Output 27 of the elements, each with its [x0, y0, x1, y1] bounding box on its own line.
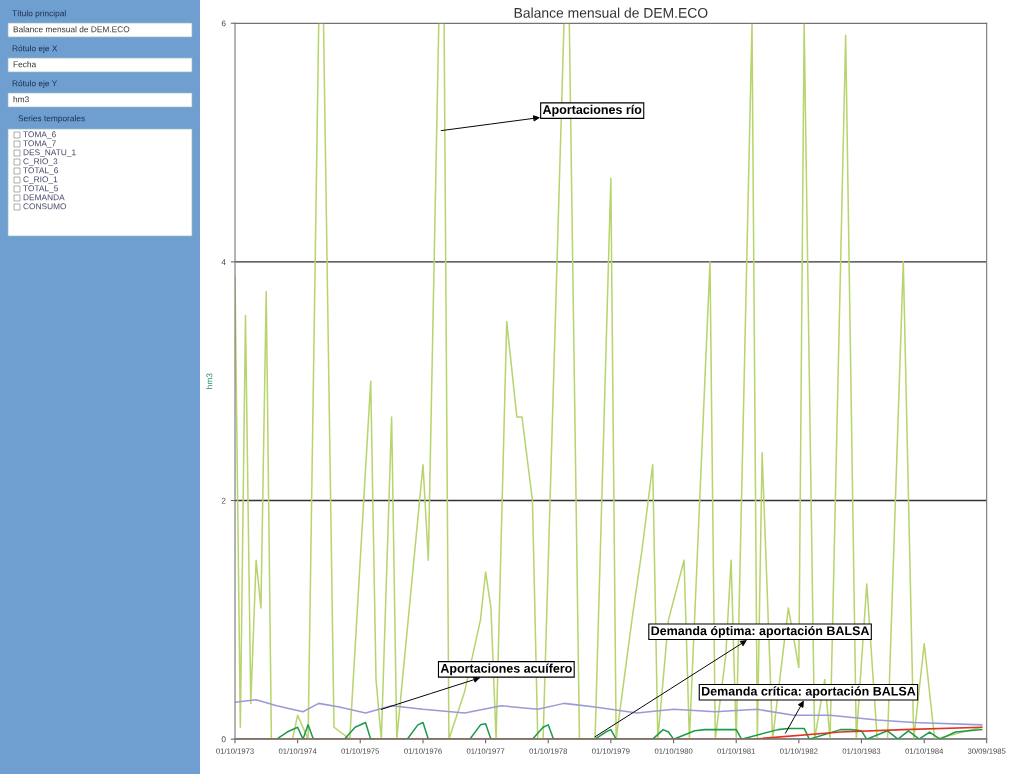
y-axis-title: hm3: [206, 373, 213, 389]
line-series: [235, 726, 983, 740]
text: CONSUMO: [23, 203, 67, 210]
text: Título principal: [12, 10, 66, 18]
y-tick-label: 6: [221, 20, 226, 27]
text: Rótulo eje Y: [12, 80, 58, 88]
chart-title: Balance mensual de DEM.ECO: [514, 7, 708, 18]
text: Fecha: [13, 61, 37, 68]
text: Rótulo eje X: [12, 45, 58, 53]
text: C_RIO_3: [23, 158, 58, 166]
text: TOTAL_5: [23, 185, 59, 193]
text: TOMA_6: [23, 131, 56, 139]
text: C_RIO_1: [23, 176, 58, 184]
annotation: Demanda óptima: aportación BALSA: [651, 625, 870, 638]
annotation: Demanda crítica: aportación BALSA: [701, 686, 916, 699]
y-tick-label: 0: [221, 736, 226, 743]
text: Series temporales: [18, 115, 85, 123]
text: hm3: [13, 96, 29, 103]
y-tick-label: 4: [221, 259, 226, 265]
annotation: Aportaciones acuífero: [440, 663, 572, 676]
text: Balance mensual de DEM.ECO: [13, 26, 130, 33]
text: DEMANDA: [23, 194, 65, 201]
text: TOMA_7: [23, 140, 56, 148]
annotation: Aportaciones río: [542, 104, 642, 117]
text: TOTAL_6: [23, 167, 58, 175]
y-tick-label: 2: [221, 497, 226, 504]
text: DES_NATU_1: [23, 149, 76, 157]
